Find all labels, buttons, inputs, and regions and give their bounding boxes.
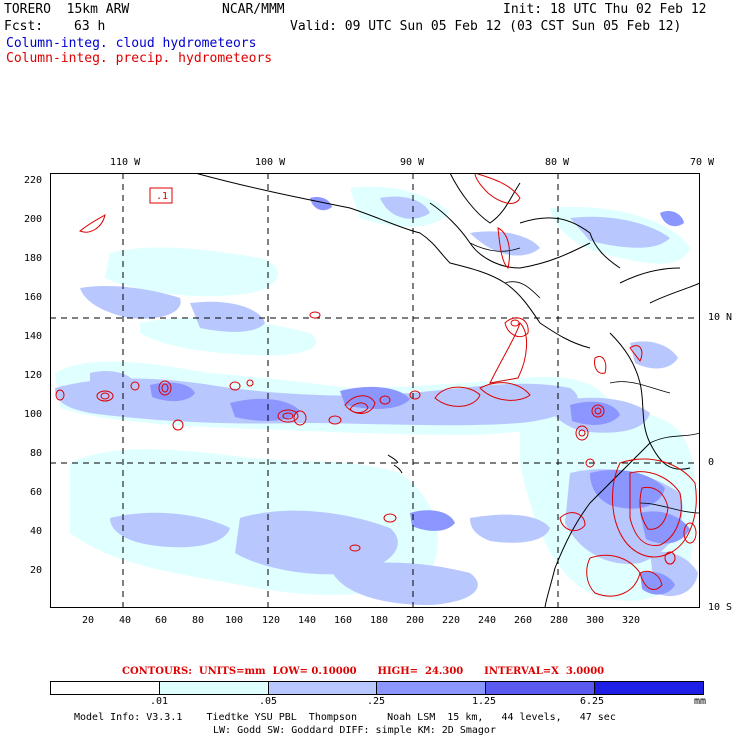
x-tick: 80: [192, 615, 205, 626]
colorbar-label: .05: [259, 696, 278, 707]
colorbar-label: .25: [367, 696, 386, 707]
y-tick: 180: [24, 253, 43, 264]
x-tick: 20: [82, 615, 95, 626]
x-tick: 280: [550, 615, 569, 626]
x-tick: 320: [622, 615, 641, 626]
lat-label-10s: 10 S: [708, 602, 733, 613]
colorbar-label: 1.25: [472, 696, 497, 707]
legend-cloud: Column-integ. cloud hydrometeors: [6, 36, 257, 51]
colorbar-label: 6.25: [580, 696, 605, 707]
x-tick: 40: [119, 615, 132, 626]
org-label: NCAR/MMM: [222, 2, 285, 17]
lon-label-80w: 80 W: [545, 157, 570, 168]
y-tick: 160: [24, 292, 43, 303]
model-info: Model Info: V3.3.1 Tiedtke YSU PBL Thomp…: [74, 712, 616, 723]
lon-label-100w: 100 W: [255, 157, 286, 168]
graticule: [50, 173, 700, 608]
colorbar-unit: mm: [694, 696, 707, 707]
colorbar-bin: [595, 682, 703, 694]
x-tick: 240: [478, 615, 497, 626]
x-tick: 120: [262, 615, 281, 626]
y-tick: 60: [30, 487, 43, 498]
map-frame: [50, 173, 700, 608]
colorbar-bin: [51, 682, 160, 694]
colorbar-bin: [268, 682, 378, 694]
x-tick: 260: [514, 615, 533, 626]
y-tick: 120: [24, 370, 43, 381]
model-title: TORERO 15km ARW: [4, 2, 130, 17]
model-physics: LW: Godd SW: Goddard DIFF: simple KM: 2D…: [213, 725, 496, 736]
lon-label-110w: 110 W: [110, 157, 141, 168]
y-tick: 100: [24, 409, 43, 420]
cloud-shading-dark: [150, 197, 690, 595]
x-tick: 60: [155, 615, 168, 626]
lat-label-0: 0: [708, 457, 715, 468]
y-tick: 140: [24, 331, 43, 342]
y-tick: 20: [30, 565, 43, 576]
colorbar: [50, 681, 704, 695]
x-tick: 220: [442, 615, 461, 626]
colorbar-label: .01: [150, 696, 169, 707]
contour-label: .1: [156, 191, 169, 202]
coastlines: [194, 173, 700, 608]
lat-label-10n: 10 N: [708, 312, 733, 323]
x-tick: 200: [406, 615, 425, 626]
colorbar-bin: [159, 682, 269, 694]
y-tick: 200: [24, 214, 43, 225]
precip-contours: [55, 173, 697, 597]
x-tick: 160: [334, 615, 353, 626]
x-tick: 300: [586, 615, 605, 626]
x-tick: 100: [225, 615, 244, 626]
colorbar-bin: [486, 682, 596, 694]
colorbar-bin: [377, 682, 487, 694]
init-time: Init: 18 UTC Thu 02 Feb 12: [503, 2, 707, 17]
lon-label-70w: 70 W: [690, 157, 715, 168]
valid-time: Valid: 09 UTC Sun 05 Feb 12 (03 CST Sun …: [290, 19, 682, 34]
forecast-label: Fcst:: [4, 19, 44, 34]
legend-precip: Column-integ. precip. hydrometeors: [6, 51, 273, 66]
hydrometeor-map: [50, 173, 700, 608]
y-tick: 80: [30, 448, 43, 459]
x-tick: 180: [370, 615, 389, 626]
lon-label-90w: 90 W: [400, 157, 425, 168]
y-tick: 220: [24, 175, 43, 186]
y-tick: 40: [30, 526, 43, 537]
x-tick: 140: [298, 615, 317, 626]
forecast-hour: 63 h: [74, 19, 106, 34]
contour-info: CONTOURS: UNITS=mm LOW= 0.10000 HIGH= 24…: [122, 666, 605, 677]
contour-label-box: [149, 187, 173, 204]
